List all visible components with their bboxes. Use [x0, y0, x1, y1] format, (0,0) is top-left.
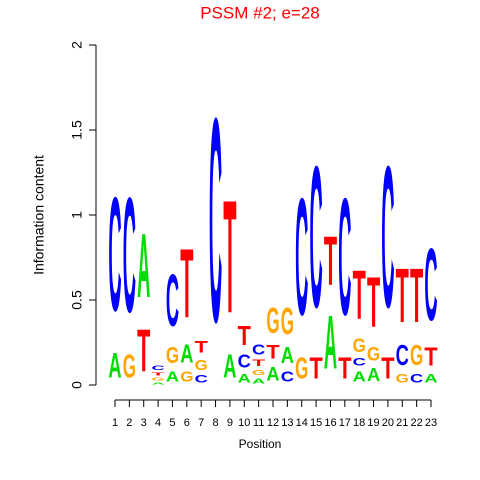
logo-letter: A — [108, 346, 121, 385]
y-tick-label: 0 — [69, 381, 85, 389]
x-tick-label: 11 — [253, 417, 264, 429]
y-axis-label: Information content — [31, 155, 47, 275]
x-tick-label: 15 — [310, 417, 322, 429]
logo-letter: C — [238, 350, 251, 371]
logo-letter: T — [238, 322, 251, 352]
logo-letter: T — [137, 317, 150, 385]
x-tick-label: 13 — [281, 417, 293, 429]
logo-letter: T — [252, 358, 265, 368]
logo-letter: C — [396, 340, 409, 372]
logo-letter: A — [137, 215, 150, 316]
logo-letter: C — [108, 164, 121, 345]
x-tick-label: 14 — [296, 417, 308, 429]
y-tick-label: 2 — [69, 41, 85, 49]
logo-letter: T — [309, 351, 322, 386]
logo-letter: C — [381, 125, 394, 350]
x-tick-label: 1 — [112, 417, 118, 429]
logo-letter: T — [223, 168, 236, 347]
x-tick-label: 22 — [411, 417, 423, 429]
logo-letter: C — [166, 260, 179, 342]
logo-letter: G — [195, 357, 208, 374]
x-tick-label: 18 — [353, 417, 365, 429]
logo-letter: G — [123, 347, 136, 385]
logo-letter: T — [324, 221, 337, 299]
logo-letter: G — [396, 372, 409, 385]
logo-letter: C — [353, 356, 366, 368]
logo-letter: T — [338, 351, 351, 386]
x-tick-label: 3 — [141, 417, 147, 429]
x-tick-label: 10 — [238, 417, 250, 429]
logo-letter: T — [367, 263, 380, 343]
logo-letter: T — [266, 341, 280, 363]
x-tick-label: 5 — [169, 417, 175, 429]
logo-letter: T — [353, 255, 366, 333]
x-axis-label: Position — [239, 437, 282, 451]
x-tick-label: 17 — [339, 417, 351, 429]
y-tick-label: 1.5 — [69, 120, 85, 140]
logo-letter: C — [195, 373, 208, 385]
logo-letter: C — [338, 164, 351, 351]
logo-letter: G — [353, 334, 366, 357]
x-tick-label: 12 — [267, 417, 279, 429]
logo-letter: A — [281, 343, 294, 368]
logo-letter: T — [151, 372, 165, 377]
logo-letter: C — [309, 125, 322, 350]
x-tick-label: 23 — [425, 417, 437, 429]
logo-letter: A — [223, 348, 236, 385]
logo-letter: T — [424, 343, 438, 372]
logo-letter: G — [252, 368, 265, 377]
x-tick-label: 19 — [367, 417, 379, 429]
y-tick-label: 1 — [69, 211, 85, 219]
logo-letter: G — [295, 352, 308, 385]
x-tick-label: 16 — [324, 417, 336, 429]
logo-letter: C — [252, 341, 265, 358]
x-tick-label: 20 — [382, 417, 394, 429]
logo-letter: A — [324, 300, 337, 385]
logo-letter: T — [195, 339, 208, 357]
logo-letter: A — [266, 364, 279, 386]
logo-letter: C — [424, 226, 437, 342]
logo-letter: C — [281, 368, 294, 385]
logo-letter: A — [424, 372, 437, 385]
logo-letter: G — [367, 342, 380, 365]
x-tick-label: 6 — [184, 417, 190, 429]
logo-letter: C — [410, 372, 423, 385]
x-tick-label: 9 — [227, 417, 233, 429]
x-tick-label: 2 — [126, 417, 132, 429]
logo-letter: G — [281, 301, 294, 344]
x-tick-label: 4 — [155, 417, 161, 429]
logo-letter: T — [396, 254, 409, 340]
logo-letter: A — [151, 382, 165, 385]
logo-letter: C — [295, 164, 308, 351]
logo-letter: G — [410, 341, 423, 373]
logo-letter: T — [410, 254, 423, 340]
logo-letter: A — [367, 364, 380, 385]
logo-letter: T — [381, 351, 394, 386]
x-tick-label: 8 — [212, 417, 218, 429]
logo-letter: C — [123, 163, 136, 347]
x-tick-label: 7 — [198, 417, 204, 429]
logo-letter: G — [151, 377, 164, 382]
logo-letter: A — [238, 372, 251, 385]
logo-letter: A — [353, 368, 366, 385]
logo-letter: G — [166, 344, 179, 369]
logo-letter: G — [266, 301, 279, 342]
x-tick-label: 21 — [396, 417, 408, 429]
logo-letter: G — [180, 368, 193, 385]
logo-letter: A — [252, 376, 265, 385]
chart-title: PSSM #2; e=28 — [200, 3, 320, 22]
logo-letter: C — [209, 57, 222, 383]
logo-letter: C — [151, 365, 164, 372]
logo-letter: A — [180, 339, 193, 368]
logo-letter: T — [180, 229, 193, 340]
y-tick-label: 0.5 — [69, 290, 85, 310]
logo-letter: A — [166, 368, 179, 385]
